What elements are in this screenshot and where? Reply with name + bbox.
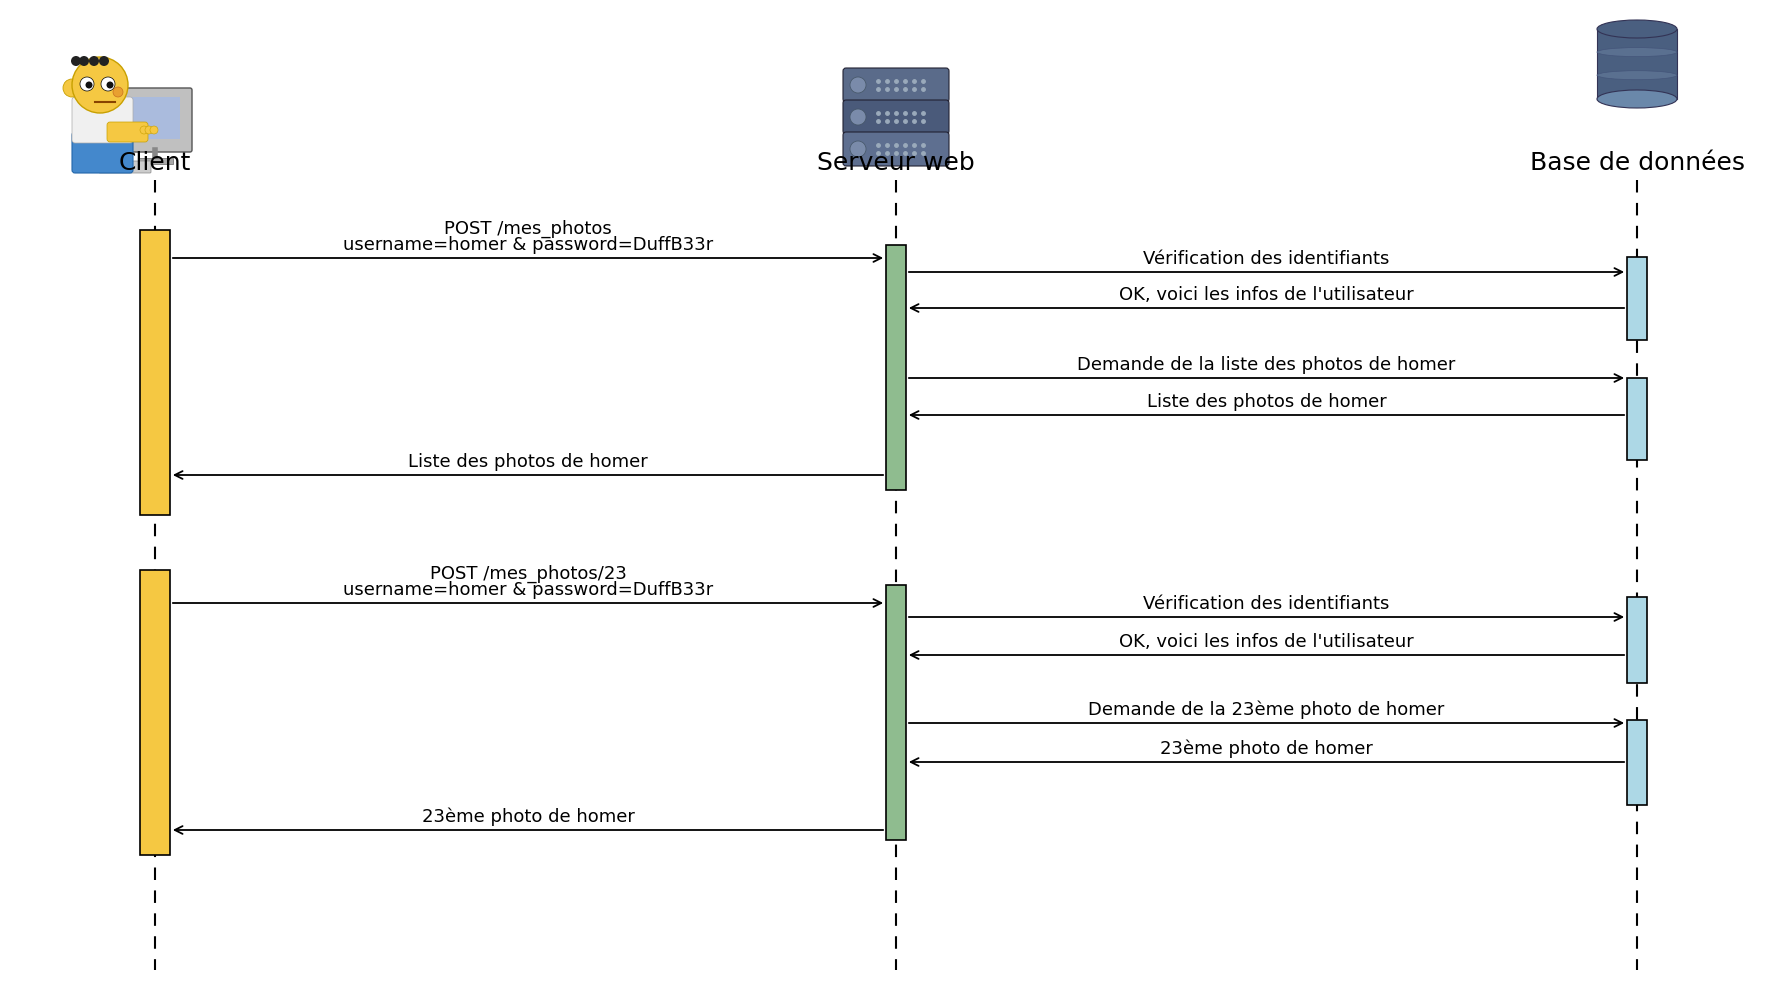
Circle shape (63, 79, 81, 97)
Circle shape (99, 56, 109, 66)
Text: username=homer & password=DuffB33r: username=homer & password=DuffB33r (342, 236, 713, 254)
Circle shape (106, 81, 113, 89)
Text: Liste des photos de homer: Liste des photos de homer (1147, 393, 1387, 411)
FancyBboxPatch shape (842, 100, 950, 134)
Circle shape (849, 141, 866, 157)
FancyBboxPatch shape (842, 132, 950, 166)
Text: Liste des photos de homer: Liste des photos de homer (409, 453, 649, 471)
Circle shape (100, 77, 115, 91)
Circle shape (113, 87, 124, 97)
Text: Base de données: Base de données (1530, 151, 1744, 175)
Text: Demande de la 23ème photo de homer: Demande de la 23ème photo de homer (1088, 700, 1444, 719)
Bar (1597, 29, 1677, 99)
Bar (140, 570, 170, 855)
Bar (1627, 720, 1647, 805)
Bar (1627, 257, 1647, 340)
Circle shape (86, 81, 93, 89)
Text: 23ème photo de homer: 23ème photo de homer (1159, 739, 1373, 758)
Circle shape (140, 126, 149, 134)
Bar (885, 585, 907, 840)
Circle shape (151, 126, 158, 134)
Circle shape (79, 56, 90, 66)
Ellipse shape (1597, 90, 1677, 108)
FancyBboxPatch shape (72, 97, 133, 143)
FancyBboxPatch shape (108, 122, 149, 142)
FancyBboxPatch shape (842, 68, 950, 102)
Circle shape (72, 57, 127, 113)
Text: OK, voici les infos de l'utilisateur: OK, voici les infos de l'utilisateur (1120, 286, 1414, 304)
FancyBboxPatch shape (118, 88, 192, 152)
Ellipse shape (1597, 47, 1677, 56)
Bar (1627, 378, 1647, 460)
Text: 23ème photo de homer: 23ème photo de homer (421, 807, 634, 826)
Circle shape (145, 126, 152, 134)
Text: Serveur web: Serveur web (817, 151, 975, 175)
FancyBboxPatch shape (99, 161, 151, 173)
Ellipse shape (1597, 71, 1677, 80)
Ellipse shape (1597, 20, 1677, 38)
Circle shape (81, 77, 93, 91)
Bar (138, 158, 174, 164)
Bar (140, 230, 170, 515)
Circle shape (849, 109, 866, 125)
Text: Demande de la liste des photos de homer: Demande de la liste des photos de homer (1077, 356, 1455, 374)
Bar (885, 245, 907, 490)
Circle shape (72, 56, 81, 66)
Text: OK, voici les infos de l'utilisateur: OK, voici les infos de l'utilisateur (1120, 633, 1414, 651)
Text: POST /mes_photos: POST /mes_photos (444, 219, 611, 238)
Text: POST /mes_photos/23: POST /mes_photos/23 (430, 565, 627, 583)
Circle shape (90, 56, 99, 66)
Text: Vérification des identifiants: Vérification des identifiants (1143, 250, 1389, 268)
Circle shape (849, 77, 866, 93)
Text: username=homer & password=DuffB33r: username=homer & password=DuffB33r (342, 581, 713, 599)
Text: Client: Client (118, 151, 192, 175)
FancyBboxPatch shape (72, 132, 133, 173)
Bar (1627, 597, 1647, 683)
Text: Vérification des identifiants: Vérification des identifiants (1143, 595, 1389, 613)
Bar (127, 97, 179, 139)
